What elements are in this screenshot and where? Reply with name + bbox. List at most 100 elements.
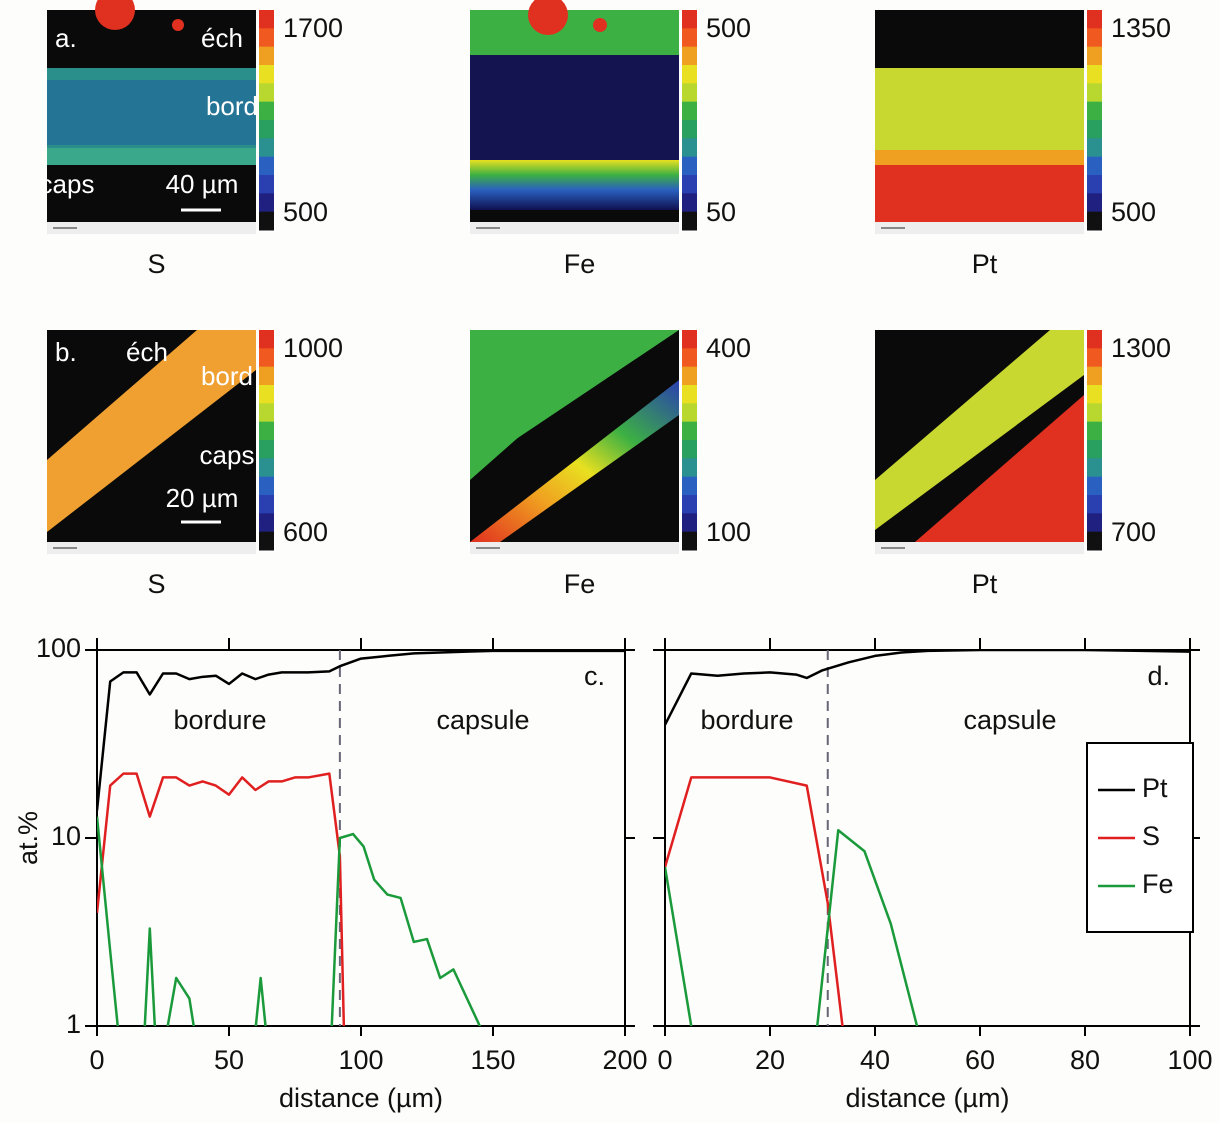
colorbar-swatch <box>259 101 274 121</box>
colorbar-swatch <box>682 10 697 29</box>
colorbar-label: 600 <box>283 517 328 547</box>
colorbar-swatch <box>682 531 697 551</box>
plot-area <box>665 650 1190 1026</box>
map-region <box>915 395 1084 542</box>
colorbar-swatch <box>1087 458 1102 478</box>
colorbar-swatch <box>259 46 274 66</box>
plot-area <box>97 650 625 1026</box>
data-line <box>665 828 919 1026</box>
colorbar-swatch <box>1087 385 1102 404</box>
colorbar-swatch <box>259 138 274 158</box>
colorbar-swatch <box>1087 193 1102 213</box>
map-region <box>875 165 1084 222</box>
map-region <box>47 80 256 145</box>
colorbar-swatch <box>1087 10 1102 29</box>
legend-label: Pt <box>1142 773 1168 803</box>
colorbar-swatch <box>259 330 274 349</box>
colorbar-swatch <box>1087 138 1102 158</box>
colorbar-swatch <box>1087 440 1102 459</box>
colorbar-label: 500 <box>1111 197 1156 227</box>
colorbar-swatch <box>259 513 274 533</box>
map-region <box>470 380 679 542</box>
map-region <box>470 330 640 480</box>
colorbar-swatch <box>259 175 274 194</box>
map-annotation: caps <box>200 440 255 470</box>
x-tick-label: 40 <box>860 1045 890 1075</box>
element-label: S <box>147 249 165 279</box>
colorbar-swatch <box>1087 476 1102 496</box>
annotation: c. <box>584 661 605 691</box>
map-footer <box>470 542 679 554</box>
colorbar-swatch <box>682 330 697 349</box>
legend-label: Fe <box>1142 869 1174 899</box>
map-annotation: caps <box>40 169 95 199</box>
map: 500 50 Fe <box>470 0 751 279</box>
colorbar-swatch <box>259 193 274 213</box>
colorbar-label: 1000 <box>283 333 343 363</box>
colorbar-label: 500 <box>706 13 751 43</box>
x-tick-label: 50 <box>214 1045 244 1075</box>
annotation: d. <box>1147 661 1170 691</box>
map-region <box>875 68 1084 155</box>
x-tick-label: 200 <box>602 1045 647 1075</box>
annotation: bordure <box>173 705 266 735</box>
colorbar-swatch <box>1087 403 1102 423</box>
colorbar-swatch <box>259 531 274 551</box>
colorbar-swatch <box>259 83 274 103</box>
x-tick-label: 100 <box>1167 1045 1212 1075</box>
map-annotation: éch <box>126 337 168 367</box>
x-tick-label: 60 <box>965 1045 995 1075</box>
colorbar-swatch <box>259 28 274 48</box>
panel-label: a. <box>55 23 77 53</box>
colorbar-swatch <box>259 156 274 176</box>
colorbar-swatch <box>682 65 697 84</box>
colorbar-label: 700 <box>1111 517 1156 547</box>
colorbar-swatch <box>682 101 697 121</box>
data-line <box>665 776 844 1026</box>
map: 1300 700 Pt <box>875 330 1171 599</box>
element-label: Fe <box>564 249 596 279</box>
annotation: bordure <box>700 705 793 735</box>
data-line <box>97 650 625 811</box>
colorbar-swatch <box>682 83 697 103</box>
x-tick-label: 20 <box>755 1045 785 1075</box>
colorbar-swatch <box>1087 46 1102 66</box>
colorbar-label: 1350 <box>1111 13 1171 43</box>
scale-bar-label: 20 µm <box>166 483 239 513</box>
map-blob <box>528 0 568 35</box>
y-tick-label: 10 <box>51 821 81 851</box>
colorbar-swatch <box>682 403 697 423</box>
colorbar-swatch <box>682 495 697 514</box>
colorbar-swatch <box>1087 28 1102 48</box>
colorbar-swatch <box>682 476 697 496</box>
colorbar-swatch <box>259 120 274 139</box>
colorbar-swatch <box>259 385 274 404</box>
x-axis-label: distance (µm) <box>845 1083 1009 1113</box>
map-footer <box>875 542 1084 554</box>
colorbar-swatch <box>1087 330 1102 349</box>
colorbar-swatch <box>682 458 697 478</box>
map-region <box>47 330 256 532</box>
colorbar-swatch <box>1087 156 1102 176</box>
map-footer <box>470 222 679 234</box>
colorbar-swatch <box>1087 348 1102 368</box>
map-region <box>470 10 679 55</box>
map-region <box>470 55 679 165</box>
colorbar-swatch <box>259 366 274 386</box>
map-footer <box>875 222 1084 234</box>
element-label: Fe <box>564 569 596 599</box>
colorbar-swatch <box>259 495 274 514</box>
colorbar-swatch <box>682 440 697 459</box>
colorbar-swatch <box>682 120 697 139</box>
map-blob <box>172 19 184 31</box>
map-footer <box>47 542 256 554</box>
map-region <box>875 150 1084 165</box>
colorbar-swatch <box>259 476 274 496</box>
map-region <box>47 148 256 165</box>
colorbar-swatch <box>1087 421 1102 441</box>
x-tick-label: 100 <box>338 1045 383 1075</box>
colorbar-swatch <box>682 175 697 194</box>
colorbar-swatch <box>259 440 274 459</box>
colorbar-label: 500 <box>283 197 328 227</box>
